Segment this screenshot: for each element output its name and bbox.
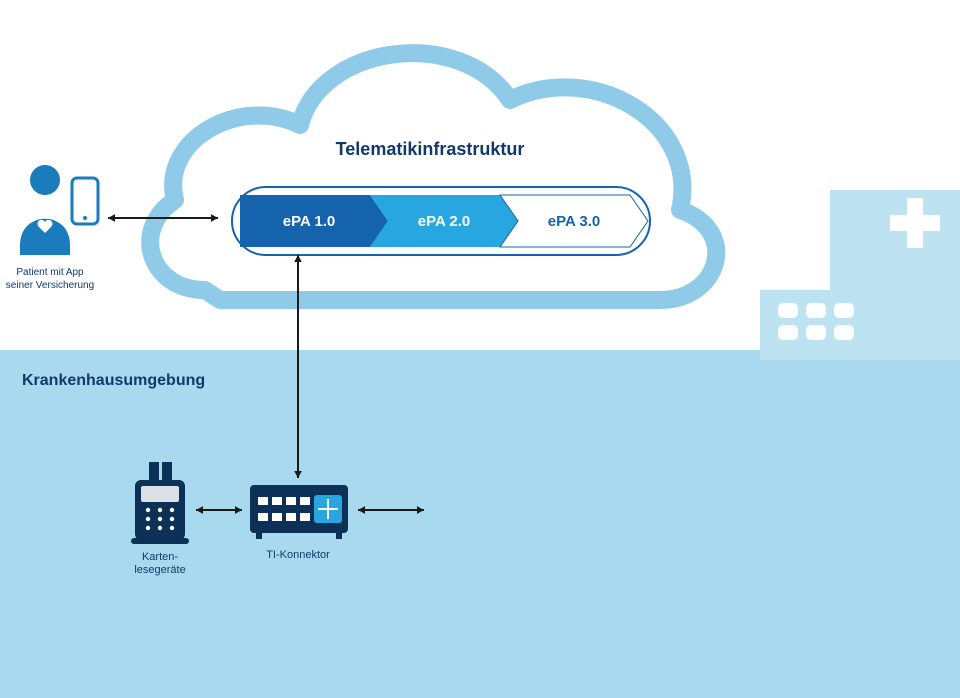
cloud-title: Telematikinfrastruktur (336, 139, 525, 159)
card-reader-label-1: Karten- (142, 551, 178, 563)
cloud-icon (150, 53, 716, 300)
epa-label: ePA 2.0 (418, 213, 471, 230)
patient-label-1: Patient mit App (16, 267, 84, 278)
epa-label: ePA 1.0 (283, 213, 336, 230)
hospital-building-icon (760, 190, 960, 360)
patient-app-icon (20, 165, 98, 255)
hospital-env-title: Krankenhausumgebung (22, 372, 205, 389)
epa-chevron-group: ePA 1.0 ePA 2.0 ePA 3.0 (232, 187, 650, 255)
epa-label: ePA 3.0 (548, 213, 601, 230)
ti-konnektor-label: TI-Konnektor (266, 549, 330, 561)
card-reader-label-2: lesegeräte (134, 564, 185, 576)
patient-label-2: seiner Versicherung (6, 280, 94, 291)
ti-konnektor-icon (250, 485, 348, 539)
